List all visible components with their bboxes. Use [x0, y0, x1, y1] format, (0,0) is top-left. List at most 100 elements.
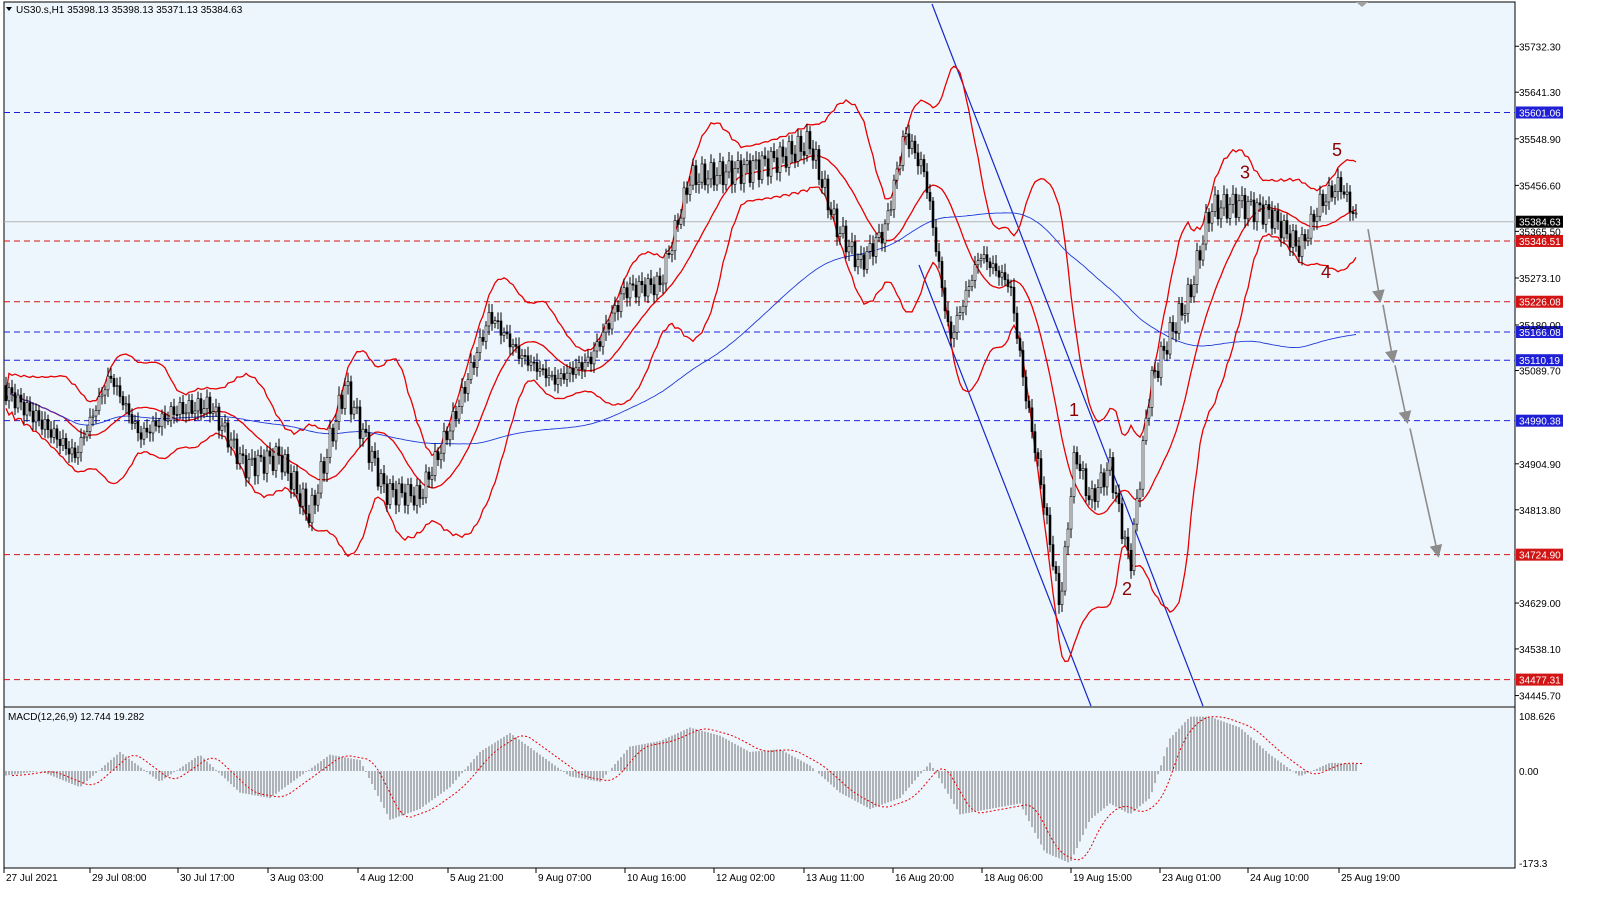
candle-body	[274, 446, 278, 471]
candle-body	[727, 160, 731, 173]
candle-body	[784, 156, 788, 168]
candle-body	[640, 280, 644, 286]
candle-body	[7, 387, 11, 402]
candle-body	[1213, 194, 1217, 212]
candle-body	[310, 494, 314, 524]
candle-body	[1009, 286, 1013, 288]
candle-body	[343, 385, 347, 409]
candle-body	[928, 192, 932, 202]
candle-body	[472, 362, 476, 368]
candle-body	[13, 392, 17, 409]
candle-body	[889, 209, 893, 212]
candle-body	[808, 131, 812, 150]
candle-body	[235, 438, 239, 464]
candle-body	[676, 220, 680, 225]
candle-body	[733, 168, 737, 185]
projection-arrow[interactable]	[1382, 304, 1398, 364]
candle-body	[568, 367, 572, 374]
candle-body	[478, 337, 482, 353]
candle-body	[346, 381, 350, 386]
bollinger-middle-band[interactable]	[5, 154, 1357, 516]
projection-arrow[interactable]	[1409, 428, 1443, 558]
candle-body	[997, 270, 1001, 278]
candle-body	[85, 431, 89, 438]
candle-body	[379, 473, 383, 487]
candle-body	[865, 251, 869, 270]
level-price-tag[interactable]	[1516, 548, 1563, 561]
candle-body	[1204, 211, 1208, 245]
candle-body	[805, 131, 809, 156]
candle-body	[1120, 503, 1124, 540]
main-plot-area[interactable]	[4, 2, 1515, 706]
x-axis-label: 4 Aug 12:00	[360, 873, 414, 884]
candle-body	[1168, 322, 1172, 355]
candle-body	[1318, 193, 1322, 217]
moving-average-line[interactable]	[5, 212, 1357, 445]
level-price-tag[interactable]	[1516, 234, 1563, 247]
candle-body	[736, 160, 740, 169]
level-price-tag[interactable]	[1516, 414, 1563, 427]
candle-body	[106, 375, 110, 391]
candle-body	[232, 438, 236, 441]
candle-body	[913, 140, 917, 154]
candle-body	[178, 402, 182, 415]
candle-body	[622, 287, 626, 295]
candle-body	[973, 264, 977, 281]
candle-body	[1081, 468, 1085, 472]
candle-body	[244, 455, 248, 479]
x-axis-label: 9 Aug 07:00	[538, 873, 592, 884]
candle-body	[976, 260, 980, 266]
candle-body	[1267, 204, 1271, 211]
candle-body	[979, 258, 983, 262]
candle-body	[241, 453, 245, 456]
projection-arrow[interactable]	[1367, 228, 1385, 303]
candle-body	[787, 141, 791, 168]
candle-body	[1150, 370, 1154, 408]
y-axis-label: 35273.10	[1519, 274, 1561, 285]
candle-body	[454, 410, 458, 420]
level-price-tag[interactable]	[1516, 673, 1563, 686]
candle-body	[253, 457, 257, 477]
scroll-marker-icon[interactable]	[1356, 2, 1368, 7]
candle-body	[442, 431, 446, 454]
channel-upper-line[interactable]	[931, 3, 1204, 707]
candle-body	[553, 374, 557, 385]
candle-body	[382, 473, 386, 485]
projection-arrow[interactable]	[1394, 365, 1412, 424]
macd-signal-line[interactable]	[11, 716, 1363, 861]
candle-body	[694, 165, 698, 185]
level-price-tag[interactable]	[1516, 326, 1563, 339]
candle-body	[706, 178, 710, 186]
candle-body	[814, 149, 818, 161]
candle-body	[277, 446, 281, 456]
candle-body	[763, 155, 767, 160]
symbol-info: US30.s,H1 35398.13 35398.13 35371.13 353…	[16, 5, 243, 16]
candle-body	[376, 457, 380, 487]
level-price-tag[interactable]	[1516, 106, 1563, 119]
candle-body	[424, 471, 428, 499]
candle-body	[1264, 204, 1268, 225]
candle-body	[616, 305, 620, 312]
candle-body	[1117, 493, 1121, 505]
candle-body	[1051, 544, 1055, 567]
candle-body	[490, 312, 494, 324]
candle-body	[751, 160, 755, 183]
candle-body	[1129, 549, 1133, 571]
candle-body	[667, 252, 671, 255]
candle-body	[331, 427, 335, 442]
candle-body	[688, 184, 692, 195]
macd-label: MACD(12,26,9) 12.744 19.282	[8, 712, 145, 723]
candle-body	[538, 368, 542, 372]
candle-body	[1156, 370, 1160, 378]
candle-body	[1072, 452, 1076, 497]
candle-body	[154, 420, 158, 427]
channel-lower-line[interactable]	[918, 264, 1092, 707]
candle-body	[937, 251, 941, 262]
candle-body	[1054, 566, 1058, 574]
level-price-tag[interactable]	[1516, 354, 1563, 367]
dropdown-triangle-icon[interactable]	[6, 7, 12, 11]
level-price-tag[interactable]	[1516, 295, 1563, 308]
macd-axis-label: 108.626	[1519, 712, 1556, 723]
macd-plot-area[interactable]	[4, 708, 1515, 868]
